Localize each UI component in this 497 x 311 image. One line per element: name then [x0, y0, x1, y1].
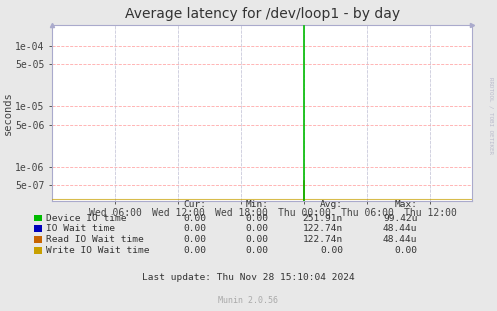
Text: 0.00: 0.00	[395, 246, 417, 255]
Text: Avg:: Avg:	[320, 200, 343, 209]
Text: 0.00: 0.00	[183, 214, 206, 222]
Text: IO Wait time: IO Wait time	[46, 225, 115, 233]
Text: 0.00: 0.00	[183, 235, 206, 244]
Text: Cur:: Cur:	[183, 200, 206, 209]
Text: 122.74n: 122.74n	[303, 235, 343, 244]
Text: 0.00: 0.00	[183, 246, 206, 255]
Text: 0.00: 0.00	[320, 246, 343, 255]
Text: Min:: Min:	[246, 200, 268, 209]
Text: 48.44u: 48.44u	[383, 235, 417, 244]
Title: Average latency for /dev/loop1 - by day: Average latency for /dev/loop1 - by day	[125, 7, 400, 21]
Text: 0.00: 0.00	[183, 225, 206, 233]
Y-axis label: seconds: seconds	[2, 91, 12, 135]
Text: Max:: Max:	[395, 200, 417, 209]
Text: 122.74n: 122.74n	[303, 225, 343, 233]
Text: Write IO Wait time: Write IO Wait time	[46, 246, 149, 255]
Text: 0.00: 0.00	[246, 214, 268, 222]
Text: 0.00: 0.00	[246, 225, 268, 233]
Text: Last update: Thu Nov 28 15:10:04 2024: Last update: Thu Nov 28 15:10:04 2024	[142, 273, 355, 282]
Text: RRDTOOL / TOBI OETIKER: RRDTOOL / TOBI OETIKER	[488, 77, 493, 154]
Text: 99.42u: 99.42u	[383, 214, 417, 222]
Text: Munin 2.0.56: Munin 2.0.56	[219, 296, 278, 305]
Text: 0.00: 0.00	[246, 235, 268, 244]
Text: Device IO time: Device IO time	[46, 214, 126, 222]
Text: Read IO Wait time: Read IO Wait time	[46, 235, 144, 244]
Text: 251.91n: 251.91n	[303, 214, 343, 222]
Text: 0.00: 0.00	[246, 246, 268, 255]
Text: 48.44u: 48.44u	[383, 225, 417, 233]
